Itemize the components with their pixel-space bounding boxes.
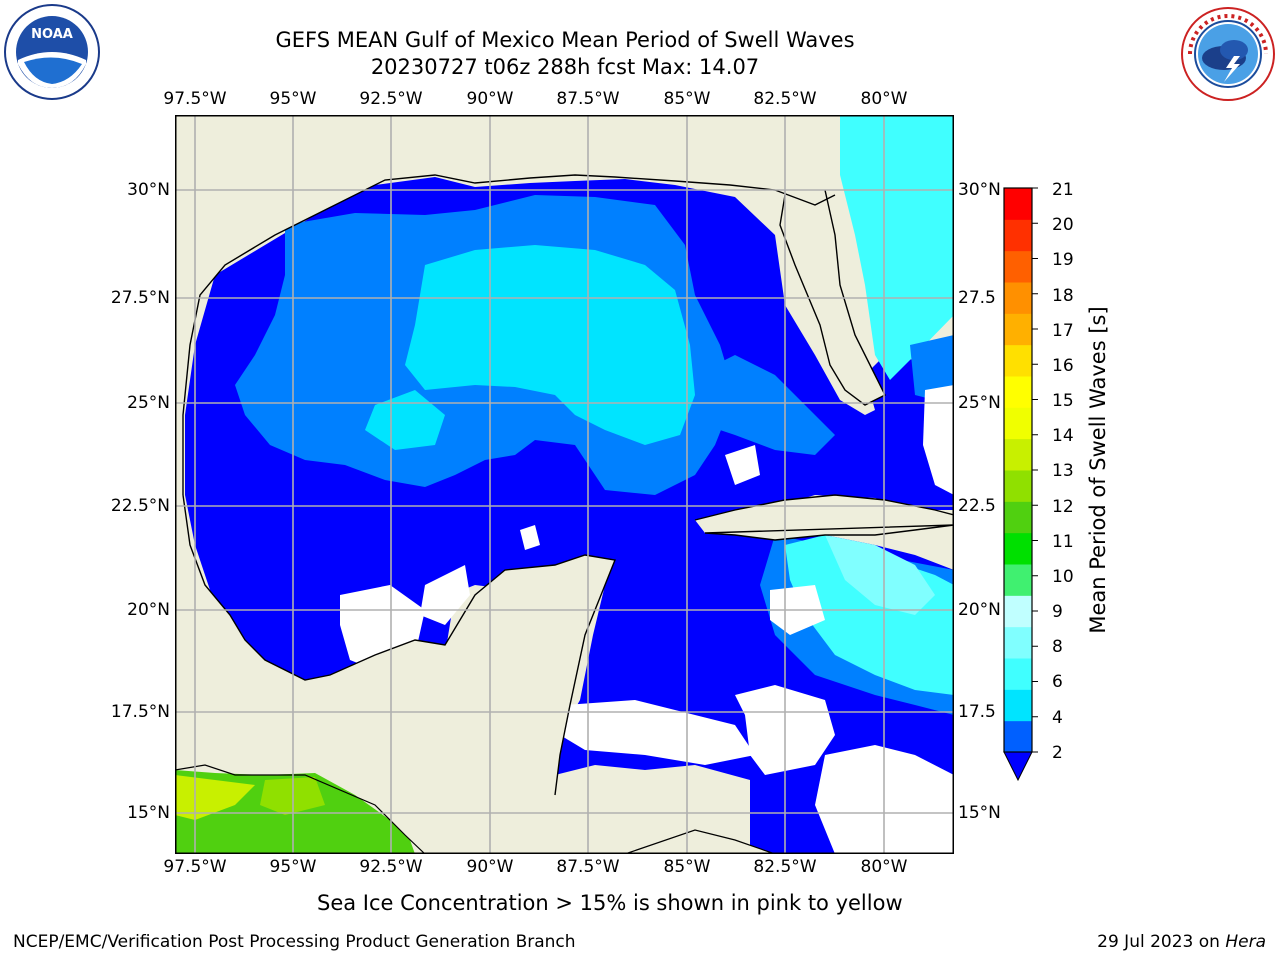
lat-label-left: 27.5°N — [110, 288, 170, 308]
lat-label-left: 17.5°N — [110, 702, 170, 722]
colorbar-tick: 21 — [1052, 180, 1074, 200]
colorbar-tick: 14 — [1052, 426, 1074, 446]
colorbar-segment — [1004, 658, 1032, 690]
colorbar-tick: 2 — [1052, 743, 1063, 763]
colorbar-tick: 10 — [1052, 567, 1074, 587]
colorbar-tick: 4 — [1052, 708, 1063, 728]
nws-logo — [1180, 6, 1276, 102]
colorbar-segment — [1004, 313, 1032, 346]
colorbar-tick: 12 — [1052, 497, 1074, 517]
graticule — [175, 115, 954, 854]
colorbar-tick: 17 — [1052, 321, 1074, 341]
lon-label-bottom: 90°W — [466, 857, 514, 877]
colorbar-tick: 18 — [1052, 286, 1074, 306]
colorbar-tick: 20 — [1052, 215, 1074, 235]
colorbar-segment — [1004, 626, 1032, 659]
lat-label-left: 15°N — [127, 803, 170, 823]
sea-ice-note: Sea Ice Concentration > 15% is shown in … — [317, 891, 903, 915]
cyan-water — [405, 245, 695, 445]
colorbar-tick: 19 — [1052, 250, 1074, 270]
lat-label-right: 30°N — [958, 180, 1001, 200]
colorbar-tick: 8 — [1052, 637, 1063, 657]
noaa-logo-text: NOAA — [31, 27, 73, 42]
lat-label-right: 25°N — [958, 393, 1001, 413]
colorbar-graphic — [1003, 187, 1038, 782]
atlantic-water — [840, 115, 954, 380]
colorbar-segment — [1004, 595, 1032, 628]
lon-label-bottom: 80°W — [860, 857, 908, 877]
colorbar-segment — [1004, 188, 1032, 220]
lon-label-top: 80°W — [860, 89, 908, 109]
lon-label-bottom: 87.5°W — [556, 857, 620, 877]
map-panel[interactable] — [175, 115, 954, 854]
colorbar-tick: 13 — [1052, 461, 1074, 481]
lat-label-left: 25°N — [127, 393, 170, 413]
mexico-usa-land — [175, 115, 954, 854]
colorbar-segment — [1004, 407, 1032, 440]
colorbar-segment — [1004, 564, 1032, 596]
colorbar-segment — [1004, 438, 1032, 471]
lon-label-bottom: 97.5°W — [163, 857, 227, 877]
footer-date: 29 Jul 2023 on Hera — [1097, 932, 1266, 952]
colorbar-segment — [1004, 501, 1032, 534]
colorbar-segment — [1004, 219, 1032, 252]
lon-label-top: 82.5°W — [753, 89, 817, 109]
colorbar-segment — [1004, 470, 1032, 502]
map-subtitle: 20230727 t06z 288h fcst Max: 14.07 — [370, 55, 760, 79]
lat-label-left: 30°N — [127, 180, 170, 200]
lon-label-top: 92.5°W — [359, 89, 423, 109]
footer-date-text: 29 Jul 2023 on — [1097, 932, 1226, 952]
colorbar-segment — [1004, 689, 1032, 722]
lat-label-right: 27.5 — [958, 288, 996, 308]
lon-label-bottom: 95°W — [269, 857, 317, 877]
colorbar-tick: 9 — [1052, 602, 1063, 622]
footer-machine: Hera — [1225, 932, 1266, 952]
footer-credit: NCEP/EMC/Verification Post Processing Pr… — [13, 932, 576, 952]
colorbar-tick: 11 — [1052, 532, 1074, 552]
lat-label-left: 22.5°N — [110, 496, 170, 516]
colorbar-segment — [1004, 532, 1032, 565]
lat-label-left: 20°N — [127, 600, 170, 620]
colorbar — [1000, 186, 1040, 786]
colorbar-tick: 6 — [1052, 672, 1063, 692]
lon-label-top: 95°W — [269, 89, 317, 109]
lon-label-top: 85°W — [663, 89, 711, 109]
lon-label-top: 90°W — [466, 89, 514, 109]
colorbar-tick: 15 — [1052, 391, 1074, 411]
noaa-logo: NOAA — [4, 4, 100, 100]
colorbar-segment — [1004, 720, 1032, 753]
colorbar-segment — [1004, 250, 1032, 283]
colorbar-segment — [1004, 282, 1032, 314]
lat-label-right: 15°N — [958, 803, 1001, 823]
lon-label-top: 97.5°W — [163, 89, 227, 109]
colorbar-title: Mean Period of Swell Waves [s] — [1086, 306, 1110, 634]
colorbar-segment — [1004, 376, 1032, 408]
colorbar-segment — [1004, 344, 1032, 377]
map-title: GEFS MEAN Gulf of Mexico Mean Period of … — [275, 28, 855, 52]
colorbar-extend-arrow — [1003, 751, 1033, 782]
lon-label-bottom: 92.5°W — [359, 857, 423, 877]
lon-label-bottom: 82.5°W — [753, 857, 817, 877]
lon-label-top: 87.5°W — [556, 89, 620, 109]
lat-label-right: 17.5 — [958, 702, 996, 722]
lat-label-right: 22.5 — [958, 496, 996, 516]
lon-label-bottom: 85°W — [663, 857, 711, 877]
lat-label-right: 20°N — [958, 600, 1001, 620]
colorbar-tick: 16 — [1052, 356, 1074, 376]
